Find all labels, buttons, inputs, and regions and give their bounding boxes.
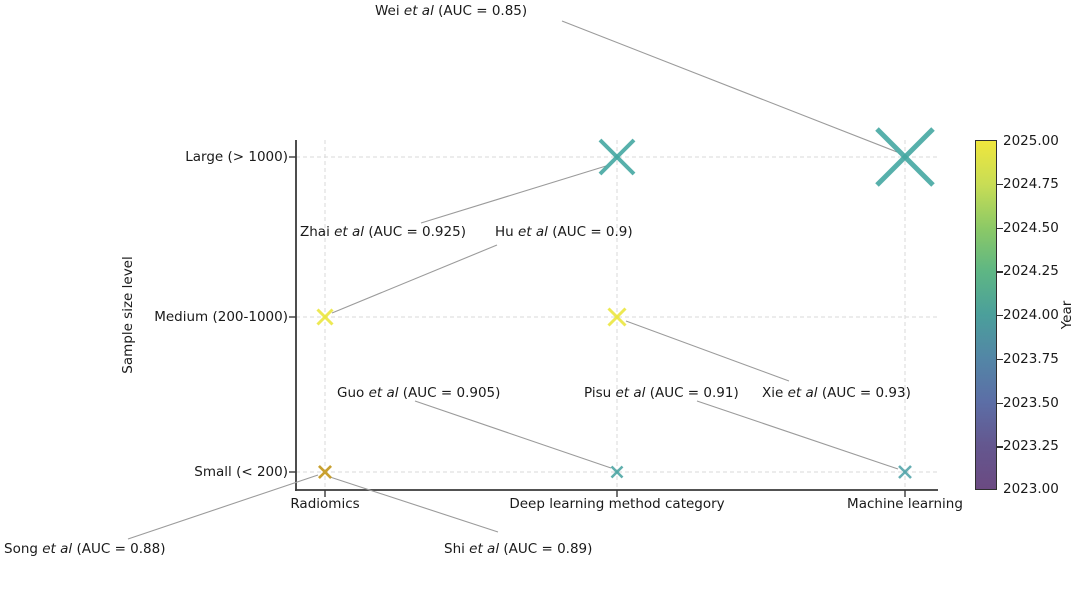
- annotation-xie: Xie et al (AUC = 0.93): [762, 385, 911, 401]
- colorbar-tick-mark: [997, 315, 1003, 317]
- leader-line-hu: [331, 244, 498, 314]
- colorbar-tick-label: 2024.00: [1003, 307, 1059, 323]
- marker-hu: [316, 308, 334, 326]
- colorbar-title: Year: [1059, 300, 1075, 330]
- colorbar-tick-label: 2023.50: [1003, 394, 1059, 411]
- colorbar-tick-label: 2023.25: [1003, 438, 1059, 454]
- y-tick-label-medium: Medium (200-1000): [154, 309, 288, 325]
- y-tick-label-large: Large (> 1000): [185, 149, 288, 165]
- marker-guo: [610, 465, 624, 479]
- colorbar-tick-mark: [997, 183, 1003, 186]
- colorbar-tick-mark: [997, 227, 1003, 229]
- leader-line-shi: [329, 476, 499, 533]
- leader-line-guo: [414, 400, 612, 469]
- x-tick-label-machine-learning: Machine learning: [847, 496, 963, 512]
- colorbar-tick-mark: [997, 271, 1003, 273]
- colorbar-tick-mark: [997, 446, 1003, 448]
- marker-wei: [875, 127, 935, 187]
- colorbar-tick-label: 2023.75: [1003, 351, 1059, 367]
- colorbar-tick-label: 2024.25: [1003, 263, 1059, 279]
- annotation-zhai: Zhai et al (AUC = 0.925): [300, 224, 466, 240]
- annotation-song: Song et al (AUC = 0.88): [4, 541, 166, 557]
- colorbar-tick-mark: [997, 358, 1003, 361]
- colorbar-tick-label: 2024.50: [1003, 219, 1059, 236]
- leader-line-zhai: [420, 165, 607, 224]
- annotation-pisu: Pisu et al (AUC = 0.91): [584, 385, 739, 401]
- annotation-shi: Shi et al (AUC = 0.89): [444, 541, 593, 557]
- colorbar-gradient: [975, 140, 997, 490]
- annotation-wei: Wei et al (AUC = 0.85): [375, 3, 528, 19]
- colorbar-tick-label: 2025.00: [1003, 133, 1059, 149]
- colorbar-tick-label: 2023.00: [1003, 481, 1059, 497]
- marker-shi: [318, 465, 332, 479]
- marker-xie: [607, 307, 627, 327]
- marker-zhai: [598, 138, 636, 176]
- leader-line-pisu: [696, 400, 899, 470]
- leader-line-wei: [561, 20, 898, 153]
- y-tick-label-small: Small (< 200): [194, 464, 288, 480]
- leader-line-xie: [625, 320, 790, 382]
- colorbar-tick-mark: [997, 402, 1003, 404]
- annotation-guo: Guo et al (AUC = 0.905): [337, 385, 501, 401]
- leader-line-song: [127, 474, 319, 540]
- x-tick-label-deep-learning: Deep learning method category: [509, 496, 725, 512]
- annotation-hu: Hu et al (AUC = 0.9): [495, 224, 633, 240]
- colorbar-tick-label: 2024.75: [1003, 176, 1059, 192]
- y-axis-title: Sample size level: [120, 256, 136, 374]
- x-tick-label-radiomics: Radiomics: [290, 496, 360, 512]
- marker-pisu: [898, 465, 912, 479]
